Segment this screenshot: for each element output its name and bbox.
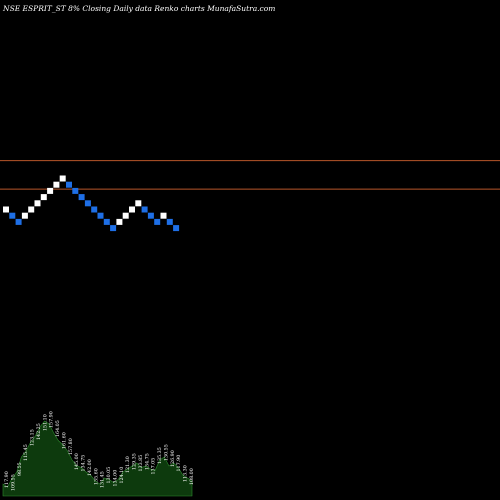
renko-brick-up: [3, 206, 9, 213]
volume-label: 145.00: [74, 453, 80, 470]
volume-label: 164.05: [55, 420, 61, 437]
volume-label: 121.30: [125, 456, 131, 473]
renko-brick-down: [166, 218, 173, 225]
renko-brick-down: [84, 200, 91, 207]
volume-label: 157.90: [49, 411, 55, 428]
header-description: Closing Daily data Renko charts MunafaSu…: [82, 4, 275, 13]
renko-brick-down: [147, 212, 154, 219]
volume-label: 135.35: [157, 447, 163, 464]
volume-label: 130.55: [164, 444, 170, 461]
volume-label: 134.75: [144, 453, 150, 470]
volume-label: 131.45: [100, 471, 106, 488]
renko-brick-up: [21, 212, 28, 219]
renko-brick-up: [47, 187, 54, 194]
volume-label: 109.55: [10, 474, 16, 491]
volume-label: 129.35: [132, 453, 138, 470]
renko-brick-down: [173, 225, 180, 232]
renko-brick-down: [110, 225, 117, 232]
renko-brick-down: [97, 212, 104, 219]
header-change: 8%: [68, 4, 80, 13]
volume-panel: [2, 420, 193, 497]
volume-label: 124.10: [119, 467, 125, 484]
volume-label: 130.05: [106, 467, 112, 484]
renko-brick-down: [15, 218, 22, 225]
volume-label: 98.55: [17, 462, 23, 476]
renko-brick-down: [154, 218, 161, 225]
header-symbol: NSE ESPRIT_ST: [2, 4, 67, 13]
renko-brick-up: [160, 212, 167, 219]
volume-label: 142.25: [36, 423, 42, 440]
renko-bricks: [3, 175, 180, 232]
renko-brick-down: [66, 181, 72, 188]
renko-brick-up: [129, 206, 135, 213]
renko-brick-down: [91, 206, 98, 213]
volume-label: 117.90: [176, 455, 182, 472]
renko-brick-up: [28, 206, 35, 213]
volume-label: 161.60: [61, 432, 67, 449]
volume-label: 113.30: [183, 465, 189, 482]
renko-brick-up: [116, 218, 123, 225]
renko-brick-up: [34, 200, 41, 207]
volume-label: 151.10: [42, 414, 48, 431]
chart-header: NSE ESPRIT_ST 8% Closing Daily data Renk…: [2, 4, 275, 13]
reference-lines: [0, 160, 500, 190]
renko-brick-up: [135, 200, 142, 207]
volume-label: 115.45: [23, 444, 29, 461]
renko-brick-up: [122, 212, 129, 219]
volume-label: 117.90: [4, 471, 10, 488]
renko-brick-up: [53, 181, 60, 188]
renko-brick-down: [78, 194, 85, 201]
renko-brick-down: [141, 206, 148, 213]
volume-label: 137.05: [151, 458, 157, 475]
volume-label: 123.15: [30, 429, 36, 446]
volume-label: 142.00: [87, 459, 93, 476]
volume-label: 157.80: [68, 438, 74, 455]
volume-label: 108.00: [189, 468, 195, 485]
renko-brick-down: [9, 212, 16, 219]
volume-label: 133.85: [138, 455, 144, 472]
renko-brick-down: [72, 187, 79, 194]
renko-brick-up: [59, 175, 66, 182]
volume-label: 134.00: [112, 470, 118, 487]
volume-label: 135.60: [93, 468, 99, 485]
volume-area: [2, 420, 193, 497]
volume-label: 134.75: [81, 455, 87, 472]
volume-label: 126.90: [170, 450, 176, 467]
renko-brick-down: [103, 218, 110, 225]
renko-brick-up: [40, 194, 47, 201]
